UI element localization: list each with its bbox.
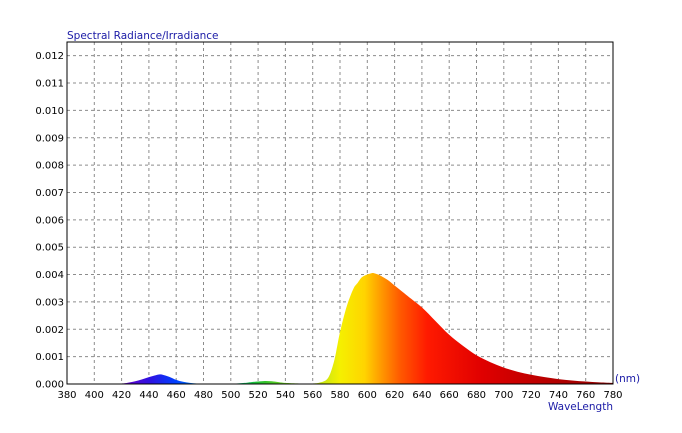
- plot-frame: [66, 41, 614, 385]
- x-tick-label: 680: [467, 390, 486, 401]
- x-unit-label: (nm): [615, 373, 640, 385]
- x-tick-label: 420: [112, 390, 131, 401]
- x-tick-label: 640: [412, 390, 431, 401]
- x-tick-label: 480: [194, 390, 213, 401]
- y-tick-label: 0.007: [35, 188, 64, 199]
- y-tick-label: 0.003: [35, 297, 64, 308]
- x-tick-label: 440: [139, 390, 158, 401]
- y-tick-label: 0.002: [35, 325, 64, 336]
- x-tick-label: 520: [249, 390, 268, 401]
- y-tick-label: 0.008: [35, 161, 64, 172]
- y-tick-label: 0.011: [35, 79, 64, 90]
- x-tick-label: 740: [549, 390, 568, 401]
- x-tick-label: 460: [167, 390, 186, 401]
- y-tick-label: 0.001: [35, 352, 64, 363]
- x-axis: 380 400 420 440 460 480 500 520 540 560 580 600 620 6…: [57, 390, 622, 401]
- x-tick-label: 380: [57, 390, 76, 401]
- x-axis-label: WaveLength: [548, 401, 613, 413]
- y-tick-label: 0.009: [35, 133, 64, 144]
- x-tick-label: 600: [358, 390, 377, 401]
- y-tick-label: 0.010: [35, 106, 64, 117]
- x-tick-label: 720: [522, 390, 541, 401]
- chart-title: Spectral Radiance/Irradiance: [67, 30, 219, 42]
- x-tick-label: 660: [440, 390, 459, 401]
- x-tick-label: 780: [603, 390, 622, 401]
- x-tick-label: 560: [303, 390, 322, 401]
- x-tick-label: 760: [576, 390, 595, 401]
- grid: [67, 42, 613, 384]
- x-tick-label: 540: [276, 390, 295, 401]
- x-tick-label: 700: [494, 390, 513, 401]
- y-tick-label: 0.005: [35, 243, 64, 254]
- x-tick-label: 580: [330, 390, 349, 401]
- y-tick-label: 0.004: [35, 270, 64, 281]
- y-tick-label: 0.006: [35, 215, 64, 226]
- x-tick-label: 400: [85, 390, 104, 401]
- y-axis: 0.000 0.001 0.002 0.003 0.004 0.005 0.006 0.007…: [35, 51, 64, 390]
- x-tick-label: 500: [221, 390, 240, 401]
- spectrum-series-area: [67, 273, 613, 384]
- y-tick-label: 0.000: [35, 380, 64, 391]
- y-tick-label: 0.012: [35, 51, 64, 62]
- x-tick-label: 620: [385, 390, 404, 401]
